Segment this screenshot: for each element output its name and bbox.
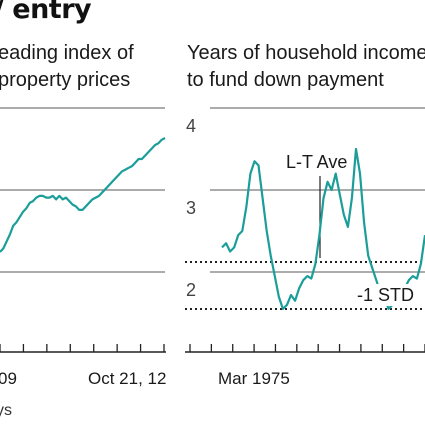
- right-y-tick-3: 3: [186, 198, 196, 218]
- right-panel: 4 3 2 L-T Ave -1 STD Mar 1975: [185, 107, 425, 388]
- right-y-tick-2: 2: [186, 280, 196, 300]
- left-subtitle-line-2: property prices: [0, 69, 131, 91]
- lt-ave-label: L-T Ave: [286, 152, 347, 172]
- left-series-line: [0, 137, 166, 253]
- right-y-tick-4: 4: [186, 116, 196, 136]
- right-series-line: [221, 147, 425, 310]
- left-subtitle-line-1: eading index of: [0, 42, 134, 64]
- left-subtitle: eading index of property prices: [0, 40, 134, 94]
- right-subtitle-line-2: to fund down payment: [187, 69, 384, 91]
- std-label-background: [354, 284, 418, 306]
- right-subtitle-line-1: Years of household income: [187, 42, 425, 64]
- chart-title: / entry: [0, 0, 92, 25]
- left-x-tick-label-1: 09: [0, 369, 17, 388]
- right-subtitle: Years of household income to fund down p…: [187, 40, 425, 94]
- minus-1-std-label: -1 STD: [357, 285, 414, 305]
- left-x-ticks: [0, 344, 165, 352]
- left-panel: 09 Oct 21, 12: [0, 107, 166, 388]
- right-x-tick-label-1: Mar 1975: [218, 369, 290, 388]
- right-x-ticks: [189, 344, 425, 352]
- footer-note: ys: [0, 402, 12, 419]
- left-x-tick-label-2: Oct 21, 12: [88, 369, 166, 388]
